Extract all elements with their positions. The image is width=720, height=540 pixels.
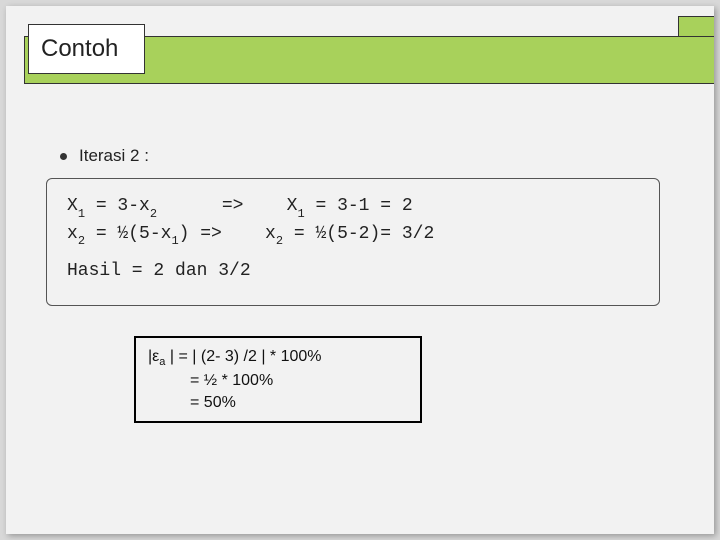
error-line-2: = ½ * 100% [148, 370, 408, 392]
bullet-dot-icon [60, 153, 67, 160]
math-box: X1 = 3-x2 => X1 = 3-1 = 2 x2 = ½(5-x1) =… [46, 178, 660, 306]
error-line-3: = 50% [148, 392, 408, 414]
result-line: Hasil = 2 dan 3/2 [67, 258, 639, 285]
equation-line-1: X1 = 3-x2 => X1 = 3-1 = 2 [67, 193, 639, 221]
slide: Contoh Iterasi 2 : X1 = 3-x2 => X1 = 3-1… [6, 6, 714, 534]
bullet-text: Iterasi 2 : [79, 146, 149, 166]
error-box: |εa | = | (2- 3) /2 | * 100% = ½ * 100% … [134, 336, 422, 423]
bullet-item: Iterasi 2 : [60, 146, 149, 166]
equation-line-2: x2 = ½(5-x1) => x2 = ½(5-2)= 3/2 [67, 221, 639, 249]
slide-title: Contoh [28, 24, 145, 74]
error-line-1: |εa | = | (2- 3) /2 | * 100% [148, 346, 408, 370]
